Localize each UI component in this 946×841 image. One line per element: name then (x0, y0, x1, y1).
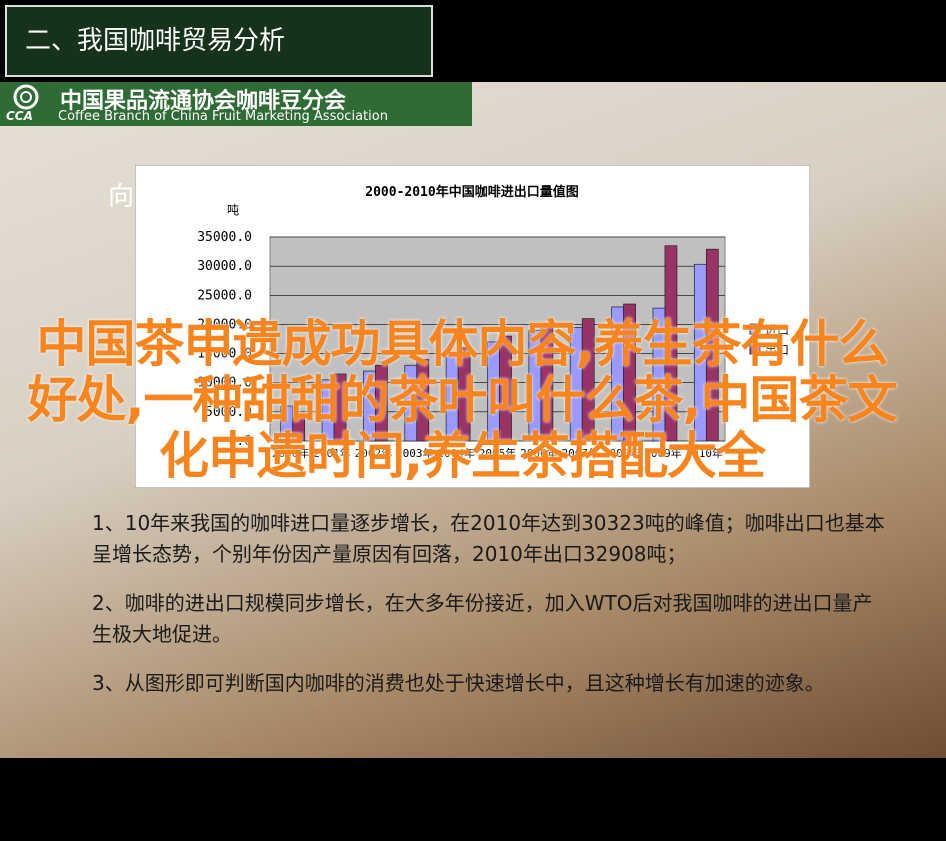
logo-abbr: CCA (6, 109, 33, 123)
heading: 二、我国咖啡贸易分析 (5, 5, 433, 77)
bar (333, 373, 347, 442)
x-tick-label: 2003年 (396, 446, 434, 460)
y-tick-label: 25000.0 (197, 288, 252, 303)
points: 1、10年来我国的咖啡进口量逐步增长，在2010年达到30323吨的峰值；咖啡出… (92, 508, 892, 717)
bar (375, 364, 388, 442)
slide: 二、我国咖啡贸易分析 中国果品流通协会咖啡豆分会 CCA Coffee Bran… (0, 0, 946, 758)
point: 3、从图形即可判断国内咖啡的消费也处于快速增长中，且这种增长有加速的迹象。 (92, 671, 825, 695)
y-tick-label: 20000.0 (197, 317, 252, 332)
bar (457, 347, 471, 442)
x-tick-label: 2005年 (479, 446, 517, 460)
y-tick-label: 30000.0 (197, 259, 252, 274)
x-tick-label: 2007年 (561, 446, 599, 460)
bar (705, 248, 719, 442)
legend-label: 出口 (765, 343, 789, 357)
y-axis-label: 吨 (227, 203, 239, 217)
x-tick-label: 2000年 (272, 446, 310, 460)
x-tick-label: 2009年 (644, 446, 682, 460)
x-tick-label: 2008年 (603, 446, 641, 460)
logo: 中国果品流通协会咖啡豆分会 CCA Coffee Branch of China… (0, 82, 472, 126)
bar (540, 324, 554, 442)
x-tick-label: 2006年 (520, 446, 558, 460)
y-tick-label: 35000.0 (197, 230, 252, 245)
bar (581, 318, 595, 442)
y-tick-label: 0.0 (229, 434, 252, 449)
bar (623, 303, 636, 442)
legend-label: 进口 (765, 323, 789, 337)
y-tick-label: 5000.0 (205, 405, 252, 420)
point: 1、10年来我国的咖啡进口量逐步增长，在2010年达到30323吨的峰值；咖啡出… (92, 511, 885, 566)
legend-swatch (749, 343, 761, 355)
y-tick-label: 10000.0 (197, 376, 252, 391)
x-tick-label: 2004年 (437, 446, 475, 460)
bar (664, 245, 678, 442)
logo-icon (13, 84, 39, 110)
point: 2、咖啡的进出口规模同步增长，在大多年份接近，加入WTO后对我国咖啡的进出口量产… (92, 591, 873, 646)
bar (416, 359, 430, 442)
chart: 2000-2010年中国咖啡进出口量值图 吨 0.0 5000.0 10000.0 1… (135, 165, 810, 488)
bar (292, 417, 306, 442)
logo-cn: 中国果品流通协会咖啡豆分会 (60, 89, 347, 114)
legend-swatch (749, 323, 761, 335)
x-tick-label: 2001年 (313, 446, 351, 460)
overlay-title: 中国茶申遗成功具体内容,养生茶有什么好处,一种甜甜的茶叶叫什么茶,中国茶文化申遗… (27, 315, 898, 485)
chart-title: 2000-2010年中国咖啡进出口量值图 (365, 184, 578, 200)
fragment: 向 (108, 182, 135, 212)
x-tick-label: 2002年 (355, 446, 393, 460)
y-tick-label: 15000.0 (197, 347, 252, 362)
logo-en: Coffee Branch of China Fruit Marketing A… (58, 109, 388, 124)
bar (499, 335, 512, 442)
x-tick-label: 2010年 (686, 446, 724, 460)
